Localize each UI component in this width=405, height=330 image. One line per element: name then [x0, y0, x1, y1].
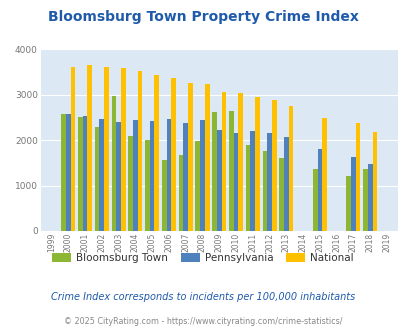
Bar: [322, 118, 326, 231]
Bar: [228, 111, 233, 231]
Bar: [166, 119, 171, 231]
Text: © 2025 CityRating.com - https://www.cityrating.com/crime-statistics/: © 2025 CityRating.com - https://www.city…: [64, 317, 341, 326]
Bar: [87, 65, 92, 231]
Text: Crime Index corresponds to incidents per 100,000 inhabitants: Crime Index corresponds to incidents per…: [51, 292, 354, 302]
Bar: [367, 164, 372, 231]
Bar: [149, 121, 154, 231]
Bar: [266, 133, 271, 231]
Bar: [121, 68, 125, 231]
Bar: [271, 100, 276, 231]
Bar: [283, 137, 288, 231]
Bar: [137, 71, 142, 231]
Bar: [204, 84, 209, 231]
Bar: [61, 115, 66, 231]
Bar: [279, 158, 283, 231]
Bar: [66, 114, 70, 231]
Bar: [116, 122, 121, 231]
Text: Bloomsburg Town Property Crime Index: Bloomsburg Town Property Crime Index: [47, 10, 358, 24]
Bar: [111, 96, 116, 231]
Bar: [312, 169, 317, 231]
Legend: Bloomsburg Town, Pennsylvania, National: Bloomsburg Town, Pennsylvania, National: [48, 249, 357, 267]
Bar: [99, 119, 104, 231]
Bar: [78, 116, 83, 231]
Bar: [362, 169, 367, 231]
Bar: [162, 160, 166, 231]
Bar: [188, 83, 192, 231]
Bar: [128, 136, 133, 231]
Bar: [145, 140, 149, 231]
Bar: [233, 133, 238, 231]
Bar: [350, 156, 355, 231]
Bar: [200, 120, 204, 231]
Bar: [212, 112, 216, 231]
Bar: [83, 116, 87, 231]
Bar: [94, 127, 99, 231]
Bar: [221, 92, 226, 231]
Bar: [317, 149, 322, 231]
Bar: [133, 120, 137, 231]
Bar: [254, 97, 259, 231]
Bar: [250, 131, 254, 231]
Bar: [245, 145, 250, 231]
Bar: [216, 130, 221, 231]
Bar: [183, 123, 188, 231]
Bar: [154, 75, 159, 231]
Bar: [372, 132, 376, 231]
Bar: [195, 141, 200, 231]
Bar: [238, 93, 243, 231]
Bar: [104, 67, 109, 231]
Bar: [262, 151, 266, 231]
Bar: [178, 155, 183, 231]
Bar: [171, 78, 175, 231]
Bar: [70, 67, 75, 231]
Bar: [355, 123, 360, 231]
Bar: [288, 106, 293, 231]
Bar: [345, 176, 350, 231]
